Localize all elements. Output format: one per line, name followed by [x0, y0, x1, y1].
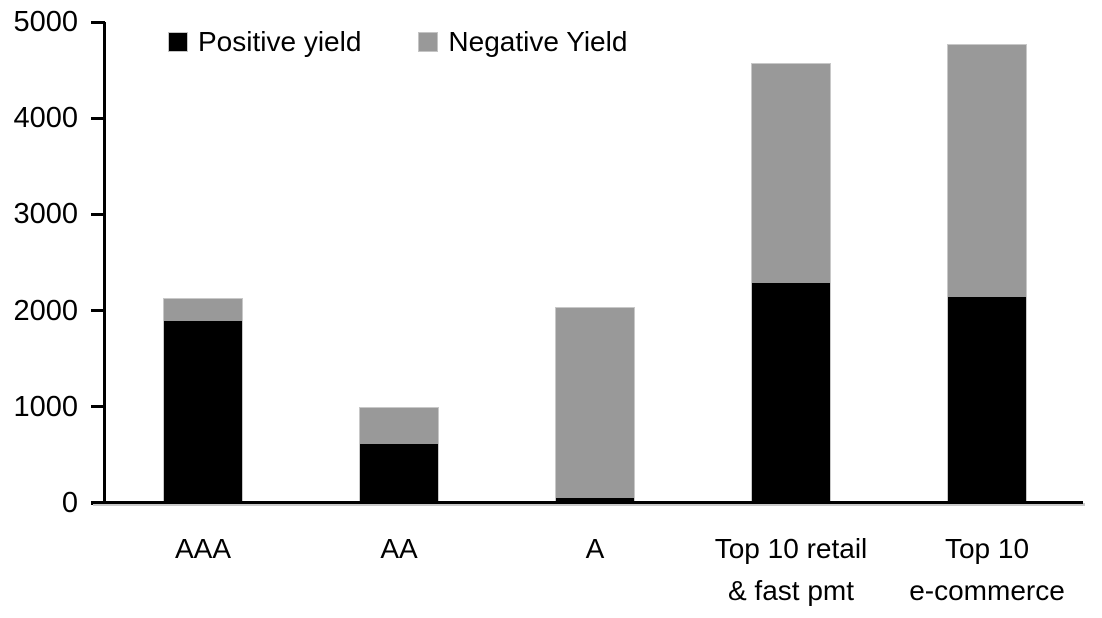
legend-swatch-positive-yield — [168, 32, 188, 52]
x-axis-category-label: A — [585, 533, 605, 564]
bar-segment-negative-yield — [360, 408, 438, 444]
y-axis-tick — [91, 405, 105, 408]
bar-segment-negative-yield — [164, 299, 242, 322]
x-axis-line — [91, 501, 1083, 504]
y-axis-tick — [91, 309, 105, 312]
x-axis-category-label: Top 10 retail & fast pmt — [714, 533, 868, 606]
legend-label-negative-yield: Negative Yield — [448, 26, 628, 57]
legend-item-positive-yield: Positive yield — [168, 28, 361, 56]
bar-segment-positive-yield — [752, 283, 830, 503]
y-axis-tick-label: 1000 — [13, 391, 78, 423]
x-axis-category-label: AAA — [174, 533, 232, 564]
y-axis-tick — [91, 213, 105, 216]
bar-segment-positive-yield — [360, 443, 438, 503]
bar-aaa — [163, 298, 243, 503]
bar-a — [555, 307, 635, 503]
bar-top-10-e-commerce — [947, 44, 1027, 503]
y-axis-tick-label: 3000 — [13, 198, 78, 230]
bar-segment-positive-yield — [948, 296, 1026, 503]
chart-legend: Positive yield Negative Yield — [168, 28, 627, 56]
bar-segment-positive-yield — [164, 321, 242, 503]
y-axis-tick — [91, 21, 105, 24]
y-axis-tick-label: 2000 — [13, 295, 78, 327]
legend-item-negative-yield: Negative Yield — [418, 28, 627, 56]
x-axis-category-label: AA — [380, 533, 418, 564]
x-axis-category-label: Top 10 e-commerce — [909, 533, 1065, 606]
bar-aa — [359, 407, 439, 503]
bar-segment-negative-yield — [752, 64, 830, 284]
y-axis-tick-label: 5000 — [13, 6, 78, 38]
y-axis-tick-label: 4000 — [13, 102, 78, 134]
bar-segment-negative-yield — [556, 308, 634, 499]
y-axis-tick — [91, 117, 105, 120]
y-axis-line — [103, 22, 106, 505]
legend-swatch-negative-yield — [418, 32, 439, 52]
legend-label-positive-yield: Positive yield — [198, 26, 362, 57]
bar-segment-positive-yield — [556, 498, 634, 503]
bar-top-10-retail-fast-pmt — [751, 63, 831, 503]
bar-segment-negative-yield — [948, 45, 1026, 297]
y-axis-tick-label: 0 — [61, 487, 78, 519]
